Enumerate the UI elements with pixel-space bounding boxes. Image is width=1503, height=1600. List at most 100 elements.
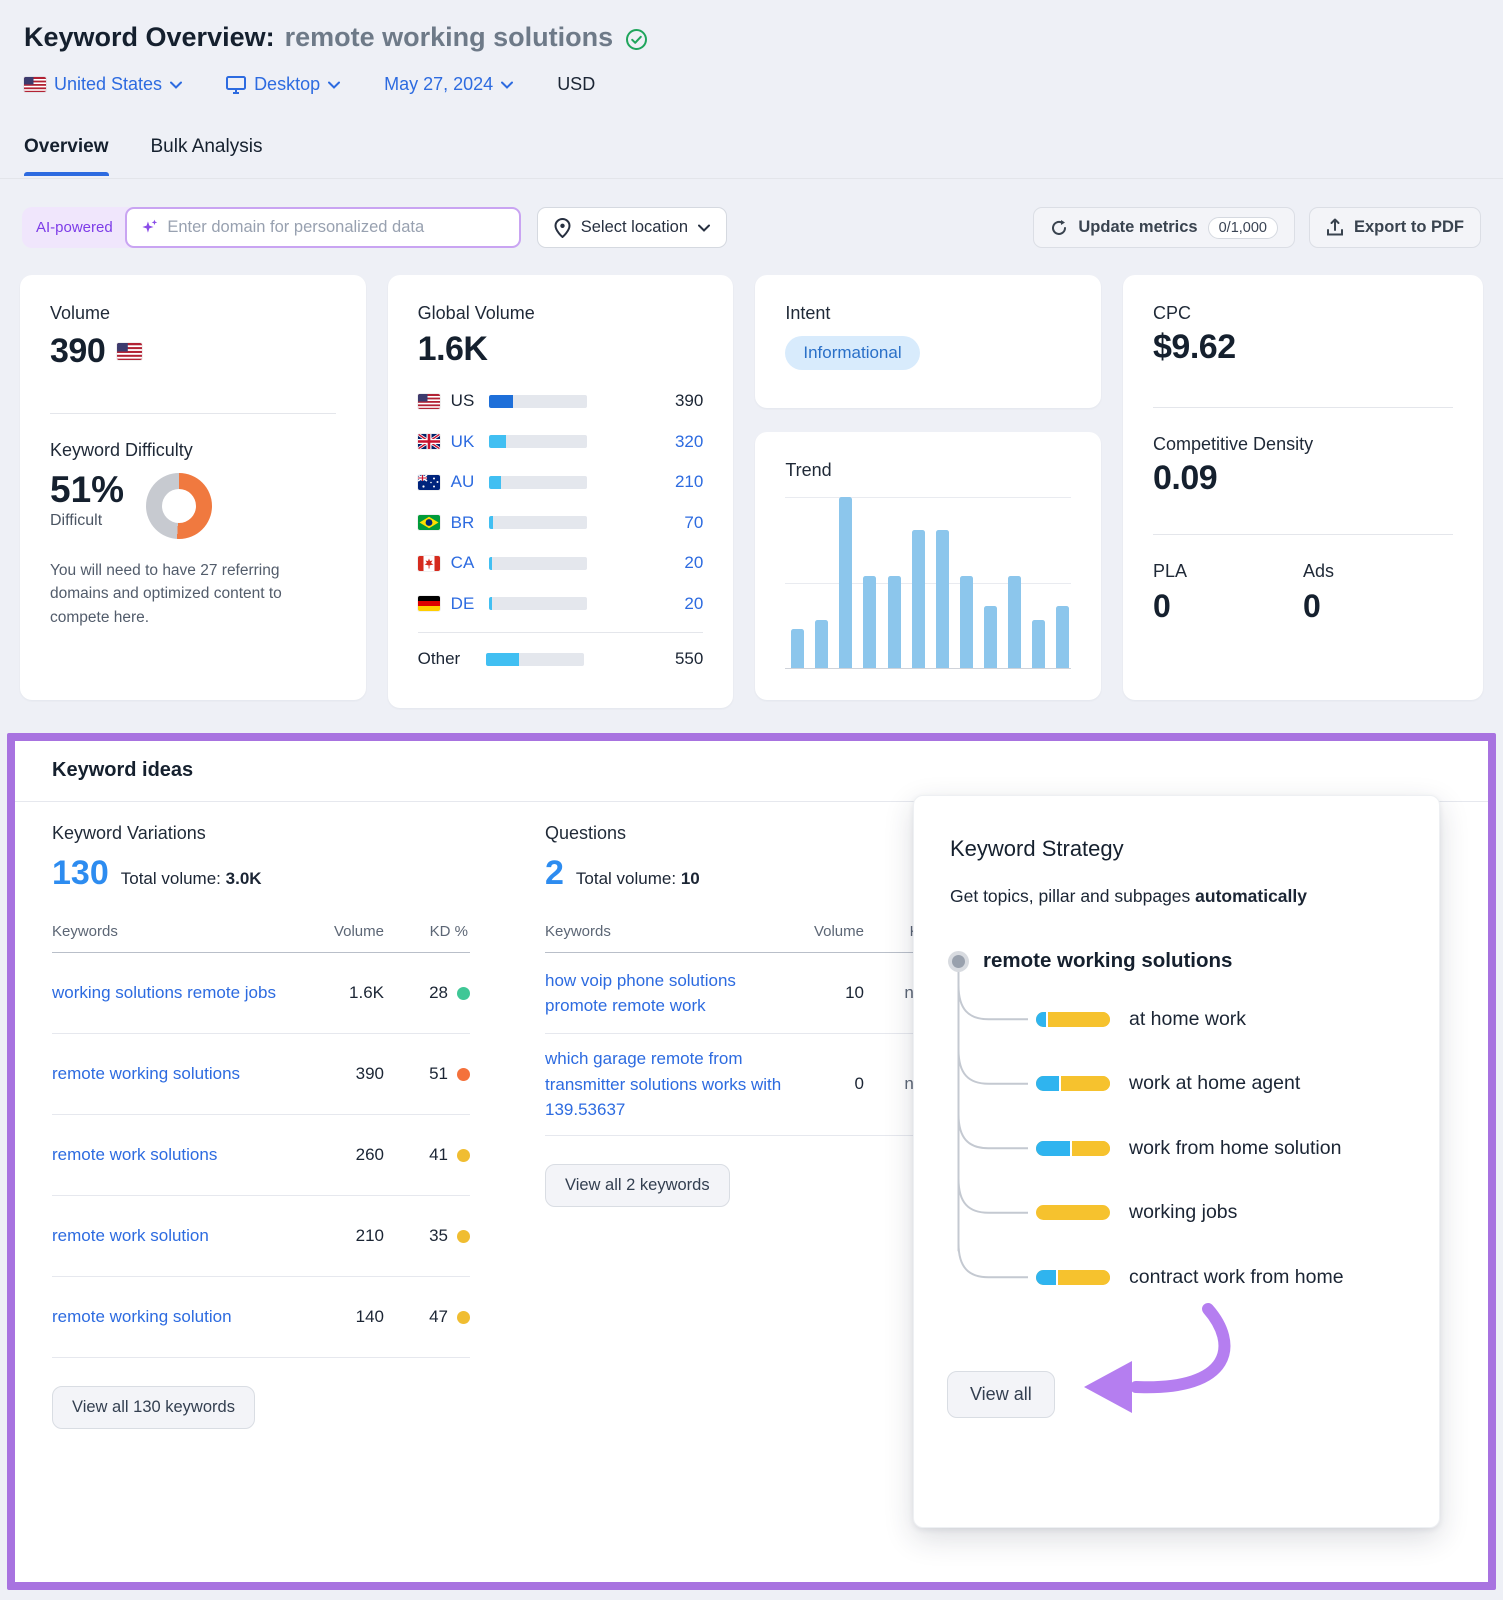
tabs: Overview Bulk Analysis bbox=[24, 136, 262, 176]
keyword-link[interactable]: working solutions remote jobs bbox=[52, 983, 276, 1003]
global-volume-row: DE 20 bbox=[417, 584, 703, 625]
tab-bulk-analysis[interactable]: Bulk Analysis bbox=[150, 136, 263, 157]
verified-check-icon bbox=[625, 28, 648, 51]
filters-bar: United States Desktop May 27, 2024 USD bbox=[24, 74, 595, 95]
keyword-link[interactable]: how voip phone solutions promote remote … bbox=[545, 970, 736, 1016]
country-code-au[interactable]: AU bbox=[450, 472, 475, 492]
uk-flag-icon bbox=[417, 434, 440, 450]
update-metrics-button[interactable]: Update metrics 0/1,000 bbox=[1033, 207, 1295, 248]
trend-chart bbox=[785, 497, 1072, 669]
select-location-label: Select location bbox=[580, 218, 689, 236]
keyword-link[interactable]: remote working solution bbox=[52, 1307, 232, 1327]
country-volume: 70 bbox=[684, 512, 704, 532]
competitive-density-value: 0.09 bbox=[1153, 459, 1218, 497]
global-volume-value: 1.6K bbox=[417, 330, 488, 368]
keyword-variations-label: Keyword Variations bbox=[52, 823, 206, 843]
strategy-keyword-label: contract work from home bbox=[1129, 1265, 1344, 1288]
ai-powered-badge: AI-powered bbox=[36, 219, 113, 236]
country-code-us: US bbox=[450, 391, 475, 411]
view-all-variations-button[interactable]: View all 130 keywords bbox=[52, 1386, 255, 1429]
trend-bar bbox=[1031, 620, 1045, 668]
keyword-strategy-panel: Keyword Strategy Get topics, pillar and … bbox=[913, 795, 1440, 1528]
sparkles-icon bbox=[142, 219, 157, 233]
device-filter[interactable]: Desktop bbox=[226, 74, 341, 95]
table-row: remote work solutions 260 41 bbox=[52, 1115, 470, 1196]
currency-label: USD bbox=[557, 74, 596, 94]
tab-overview[interactable]: Overview bbox=[24, 136, 109, 176]
table-header: Keywords Volume KD % bbox=[545, 923, 950, 953]
trend-bar bbox=[983, 606, 997, 668]
other-label: Other bbox=[417, 649, 461, 669]
variations-count: 130 bbox=[52, 854, 109, 892]
keyword-kd: 28 bbox=[384, 983, 470, 1003]
trend-card: Trend bbox=[755, 432, 1102, 700]
keyword-link[interactable]: remote working solutions bbox=[52, 1064, 241, 1084]
kd-dot-icon bbox=[457, 1148, 470, 1162]
volume-label: Volume bbox=[50, 303, 111, 323]
trend-bar bbox=[1055, 606, 1069, 668]
country-code-br[interactable]: BR bbox=[450, 512, 475, 532]
domain-input[interactable] bbox=[167, 218, 505, 237]
global-volume-card: Global Volume 1.6K US 390 UK 320 AU 210 BR 70 CA… bbox=[387, 275, 734, 708]
trend-bar bbox=[935, 529, 949, 668]
strategy-view-all-button[interactable]: View all bbox=[947, 1371, 1055, 1418]
country-code-uk[interactable]: UK bbox=[450, 431, 475, 451]
trend-bar bbox=[887, 575, 901, 668]
volume-difficulty-card: Volume 390 Keyword Difficulty 51% Diffic… bbox=[20, 275, 366, 700]
keyword-variations-panel: Keyword Variations 130 Total volume: 3.0… bbox=[52, 823, 470, 1429]
difficulty-caption: Difficult bbox=[50, 511, 103, 529]
kd-dot-icon bbox=[457, 986, 470, 1000]
country-code-de[interactable]: DE bbox=[450, 593, 475, 613]
keyword-volume: 390 bbox=[355, 1064, 384, 1083]
keyword-link[interactable]: remote work solution bbox=[52, 1226, 209, 1246]
view-all-questions-button[interactable]: View all 2 keywords bbox=[545, 1163, 730, 1207]
quota-badge: 0/1,000 bbox=[1207, 216, 1278, 239]
keyword-kd: 41 bbox=[384, 1145, 470, 1165]
global-volume-rows: US 390 UK 320 AU 210 BR 70 CA 20 DE 20 bbox=[417, 381, 704, 625]
table-row: remote work solution 210 35 bbox=[52, 1196, 470, 1277]
kd-dot-icon bbox=[457, 1310, 470, 1324]
country-filter[interactable]: United States bbox=[24, 74, 183, 95]
keyword-kd: 47 bbox=[384, 1307, 470, 1327]
keyword-strategy-subtitle: Get topics, pillar and subpages automati… bbox=[950, 886, 1308, 906]
questions-label: Questions bbox=[545, 823, 627, 843]
desktop-icon bbox=[226, 75, 247, 94]
ads-label: Ads bbox=[1303, 561, 1335, 581]
volume-bar bbox=[488, 597, 587, 611]
date-filter[interactable]: May 27, 2024 bbox=[384, 74, 514, 95]
volume-bar bbox=[488, 435, 587, 449]
table-row: how voip phone solutions promote remote … bbox=[545, 953, 950, 1034]
table-row: remote working solutions 390 51 bbox=[52, 1034, 470, 1115]
us-flag-icon bbox=[24, 77, 46, 92]
country-code-ca[interactable]: CA bbox=[450, 553, 475, 573]
keyword-link[interactable]: remote work solutions bbox=[52, 1145, 218, 1165]
trend-bar bbox=[815, 620, 829, 668]
location-pin-icon bbox=[554, 217, 571, 238]
domain-input-wrapper bbox=[124, 207, 521, 248]
chevron-down-icon bbox=[170, 81, 183, 89]
cpc-value: $9.62 bbox=[1153, 328, 1236, 366]
refresh-icon bbox=[1052, 219, 1067, 235]
cpc-card: CPC $9.62 Competitive Density 0.09 PLA 0… bbox=[1123, 275, 1484, 700]
select-location-button[interactable]: Select location bbox=[536, 207, 728, 248]
strategy-keyword-label: at home work bbox=[1129, 1007, 1247, 1030]
intent-label: Intent bbox=[785, 303, 831, 323]
global-volume-row: BR 70 bbox=[417, 503, 704, 544]
pla-value: 0 bbox=[1153, 588, 1171, 624]
keyword-metrics-bar bbox=[1036, 1011, 1110, 1027]
strategy-keyword-label: work from home solution bbox=[1129, 1136, 1342, 1159]
chevron-down-icon bbox=[501, 81, 514, 89]
strategy-root-node: remote working solutions bbox=[950, 949, 1403, 973]
strategy-child-node: work at home agent bbox=[1036, 1052, 1403, 1117]
kd-dot-icon bbox=[457, 1229, 470, 1243]
intent-badge[interactable]: Informational bbox=[785, 336, 920, 370]
keyword-link[interactable]: which garage remote from transmitter sol… bbox=[545, 1049, 782, 1119]
ai-domain-widget: AI-powered bbox=[22, 207, 521, 248]
country-volume: 210 bbox=[674, 472, 704, 492]
global-volume-label: Global Volume bbox=[417, 303, 535, 323]
volume-bar bbox=[488, 394, 587, 408]
export-pdf-button[interactable]: Export to PDF bbox=[1309, 207, 1481, 248]
trend-bar bbox=[911, 529, 925, 668]
difficulty-donut-chart bbox=[146, 473, 213, 539]
keyword-volume: 10 bbox=[845, 983, 864, 1002]
